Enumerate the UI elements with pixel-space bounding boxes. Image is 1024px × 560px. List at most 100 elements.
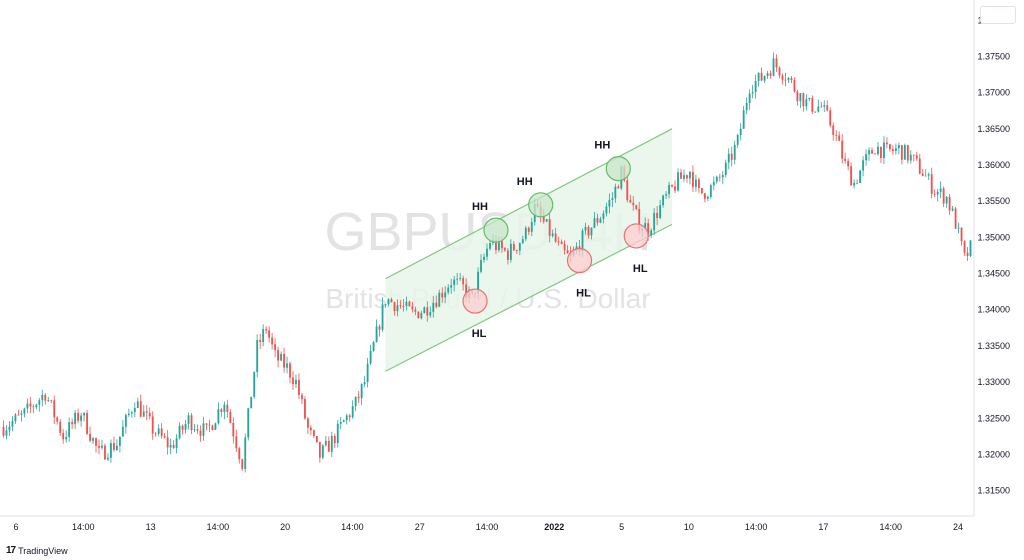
candle — [453, 275, 456, 292]
candle — [832, 122, 835, 141]
candle-body — [429, 311, 432, 316]
candle — [850, 162, 853, 186]
candle — [700, 188, 703, 195]
candle — [865, 149, 867, 166]
candle-body — [181, 425, 184, 430]
footer-brand[interactable]: 17 TradingView — [6, 545, 68, 556]
candle-body — [847, 160, 850, 167]
candle-body — [829, 110, 832, 126]
candle-body — [730, 153, 733, 160]
time-tick-label: 5 — [619, 522, 624, 532]
candle-body — [190, 415, 193, 431]
candle — [659, 199, 662, 220]
price-tick-label: 1.36500 — [977, 124, 1010, 134]
candle-body — [214, 423, 217, 430]
candle-body — [277, 350, 280, 361]
candle-body — [286, 363, 288, 368]
time-axis[interactable]: 6 14:00 13 14:00 20 14:00 27 14:00 2022 5 10 14:00 1… — [13, 522, 963, 532]
candle-body — [110, 443, 112, 458]
candle-body — [805, 99, 808, 107]
candle-body — [351, 406, 354, 418]
candle-body — [915, 155, 918, 159]
candle — [121, 420, 124, 437]
candle-body — [566, 250, 569, 254]
candle — [778, 66, 781, 79]
channel-lower-line[interactable] — [385, 223, 673, 372]
chart-settings-button[interactable] — [980, 6, 1016, 24]
candle — [208, 419, 211, 433]
price-axis[interactable]: 1.380001.375001.370001.365001.360001.355… — [977, 15, 1010, 495]
candle-body — [372, 342, 375, 351]
candle-body — [748, 93, 751, 104]
candle-body — [301, 394, 303, 400]
higher-high-marker: HH — [594, 140, 631, 182]
candle-body — [23, 408, 26, 414]
candle — [706, 195, 709, 202]
candle — [202, 416, 205, 441]
candle — [351, 400, 354, 419]
candle-body — [244, 437, 247, 469]
candle-body — [703, 193, 706, 199]
candle-body — [50, 400, 53, 401]
candle — [689, 170, 691, 185]
candle — [306, 416, 309, 435]
candle — [886, 137, 888, 149]
candle-body — [883, 142, 885, 159]
candle — [841, 133, 844, 164]
candle-body — [524, 227, 527, 240]
candle-body — [602, 213, 605, 219]
candle — [83, 412, 86, 422]
candle-body — [124, 414, 127, 427]
candle-body — [718, 176, 721, 178]
time-tick-label: 2022 — [544, 522, 564, 532]
candle — [838, 131, 841, 141]
candle-body — [74, 412, 77, 425]
time-tick-label: 14:00 — [207, 522, 230, 532]
candle-body — [769, 73, 772, 76]
candle — [309, 425, 312, 436]
candle-body — [59, 421, 62, 433]
candle-body — [298, 379, 300, 395]
price-tick-label: 1.37000 — [977, 88, 1010, 98]
candle-body — [742, 110, 745, 129]
candle-body — [894, 148, 897, 151]
candle — [271, 332, 274, 350]
candle — [289, 361, 291, 384]
candle — [133, 402, 136, 418]
candle — [178, 422, 181, 440]
candle-body — [136, 401, 139, 408]
candle — [262, 324, 265, 347]
candle — [942, 186, 945, 208]
candle-body — [80, 415, 83, 421]
candle — [399, 300, 402, 309]
candle-body — [680, 172, 682, 179]
candle — [712, 176, 715, 191]
candle-body — [142, 411, 145, 417]
candle-body — [229, 412, 232, 423]
candle — [763, 75, 766, 83]
candle-body — [98, 445, 100, 448]
candle-body — [518, 243, 521, 251]
candle — [35, 403, 38, 410]
candle — [435, 295, 438, 309]
candle-body — [721, 175, 724, 178]
candle-body — [871, 150, 873, 154]
candle-body — [862, 160, 864, 171]
candle — [730, 146, 733, 167]
candle-body — [178, 425, 181, 439]
price-tick-label: 1.34000 — [977, 305, 1010, 315]
candle-body — [423, 307, 426, 314]
candle — [614, 183, 617, 203]
candle — [784, 72, 787, 87]
candle — [393, 301, 396, 316]
candle — [163, 433, 166, 439]
candle-body — [447, 287, 450, 293]
candle — [617, 184, 620, 189]
candle — [205, 423, 208, 431]
candle — [790, 75, 793, 84]
candle-body — [799, 93, 802, 102]
candle-body — [647, 223, 650, 236]
candle — [151, 411, 154, 440]
candle-body — [232, 422, 235, 437]
